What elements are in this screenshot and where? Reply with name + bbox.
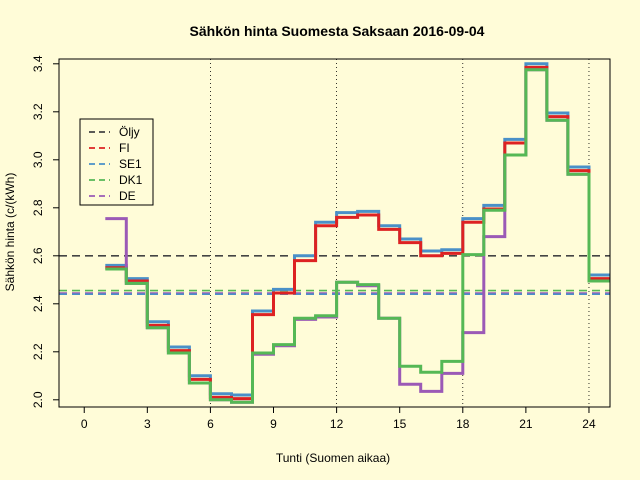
- legend: Öljy FI SE1 DK1 DE: [79, 118, 154, 206]
- x-tick-label: 6: [207, 417, 214, 431]
- y-tick-label: 3.4: [31, 55, 45, 72]
- x-tick-label: 18: [456, 417, 470, 431]
- x-tick-label: 24: [582, 417, 596, 431]
- y-tick-label: 2.0: [31, 391, 45, 408]
- y-axis-label: Sähkön hinta (c/(kWh): [3, 173, 17, 292]
- legend-label: SE1: [119, 157, 142, 171]
- series-line: [105, 65, 610, 401]
- plot-frame: [58, 58, 611, 408]
- y-tick-label: 2.4: [31, 295, 45, 312]
- legend-label: FI: [119, 141, 130, 155]
- y-tick-label: 2.8: [31, 199, 45, 216]
- x-tick-label: 3: [144, 417, 151, 431]
- x-tick-label: 21: [519, 417, 533, 431]
- x-tick-label: 9: [270, 417, 277, 431]
- x-tick-label: 0: [81, 417, 88, 431]
- chart-title: Sähkön hinta Suomesta Saksaan 2016-09-04: [190, 23, 485, 39]
- y-tick-label: 3.0: [31, 151, 45, 168]
- legend-box: [79, 118, 154, 206]
- x-tick-label: 15: [393, 417, 407, 431]
- y-tick-label: 2.6: [31, 247, 45, 264]
- legend-label: DK1: [119, 173, 143, 187]
- legend-label: Öljy: [119, 125, 140, 139]
- y-tick-label: 3.2: [31, 103, 45, 120]
- series-line: [105, 68, 610, 404]
- x-tick-label: 12: [330, 417, 344, 431]
- x-axis-label: Tunti (Suomen aikaa): [276, 451, 390, 465]
- axes: 0 3 6 9 12 15 18 21 24 2.0 2.2 2.4 2.6 2.8 3.0 3.2 3.4: [31, 55, 596, 431]
- plot-area: [59, 59, 610, 407]
- legend-label: DE: [119, 189, 136, 203]
- y-tick-label: 2.2: [31, 343, 45, 360]
- series-line: [105, 62, 610, 397]
